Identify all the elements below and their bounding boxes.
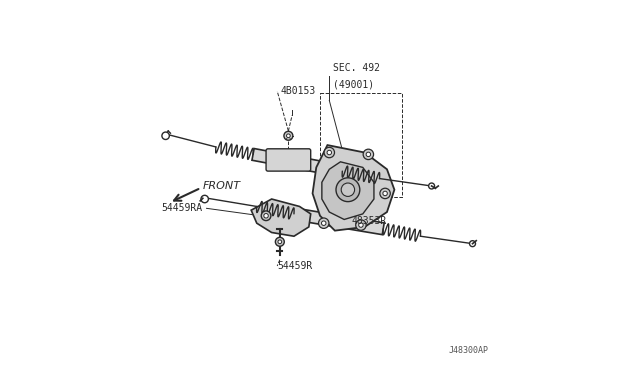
Circle shape [363,149,374,160]
Polygon shape [251,199,310,236]
Circle shape [321,221,326,225]
Text: 4B0153: 4B0153 [281,86,316,96]
Circle shape [327,150,332,155]
Circle shape [264,214,268,218]
Text: SEC. 492: SEC. 492 [333,62,380,73]
Circle shape [261,211,271,221]
Circle shape [336,178,360,202]
Text: 48353R: 48353R [351,217,387,226]
Circle shape [275,237,284,246]
Circle shape [429,183,435,189]
Polygon shape [293,208,384,235]
FancyBboxPatch shape [266,149,310,171]
Polygon shape [312,145,394,231]
Text: FRONT: FRONT [203,181,241,191]
Polygon shape [322,162,374,219]
Circle shape [380,188,390,199]
Circle shape [366,152,371,157]
Circle shape [356,220,366,230]
Circle shape [201,195,209,203]
Circle shape [278,240,282,244]
Circle shape [287,134,291,138]
Circle shape [324,147,335,158]
Bar [320,93,402,197]
Circle shape [470,241,476,247]
Circle shape [341,183,355,196]
Text: 54459RA: 54459RA [162,203,203,213]
Circle shape [358,223,363,227]
Text: J48300AP: J48300AP [449,346,488,355]
Polygon shape [252,148,344,177]
Text: 54459R: 54459R [277,261,312,271]
Circle shape [284,131,293,140]
Circle shape [162,132,170,140]
Text: (49001): (49001) [333,80,374,90]
Circle shape [319,218,329,228]
Circle shape [383,191,387,196]
